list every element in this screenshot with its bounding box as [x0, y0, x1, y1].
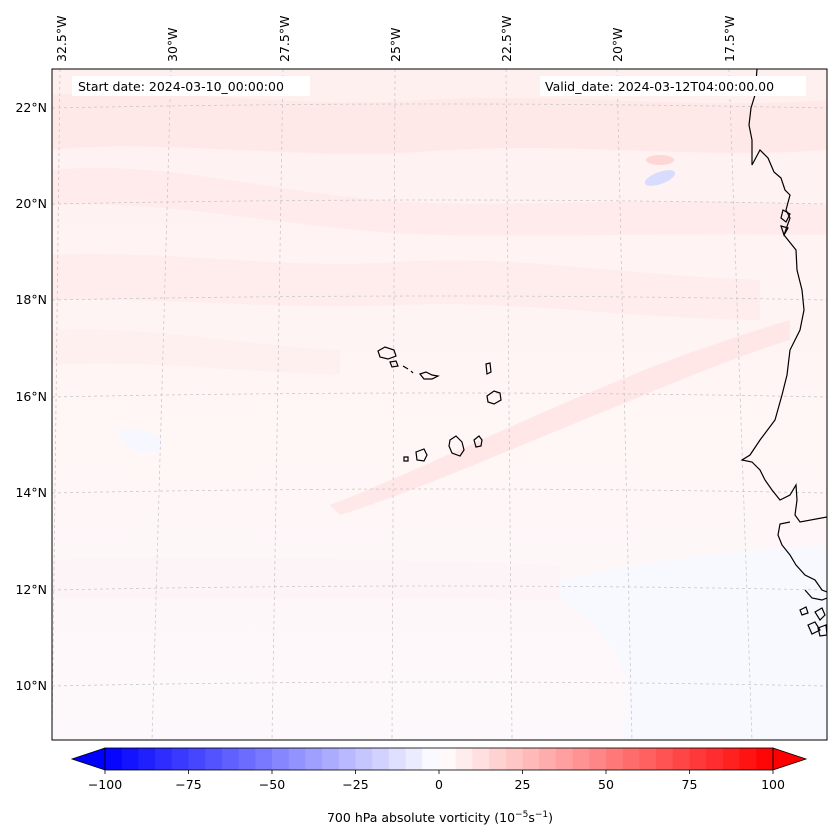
colorbar-cell — [622, 748, 640, 770]
lat-label: 14°N — [15, 485, 47, 500]
lon-label: 17.5°W — [722, 16, 737, 62]
colorbar-cell — [589, 748, 607, 770]
colorbar-cell — [205, 748, 223, 770]
colorbar-cell — [255, 748, 273, 770]
colorbar-cell — [656, 748, 674, 770]
colorbar-max-extend — [772, 747, 808, 771]
colorbar-cell — [672, 748, 691, 770]
lat-label: 18°N — [15, 292, 47, 307]
colorbar: −100 −75 −50 −25 0 25 50 75 100 700 hPa absolute… — [70, 747, 808, 825]
colorbar-cell — [305, 748, 323, 770]
colorbar-cell — [489, 748, 507, 770]
colorbar-cell — [689, 748, 707, 770]
colorbar-tick-label: −50 — [259, 777, 285, 792]
colorbar-cell — [572, 748, 590, 770]
valid-date-box — [540, 76, 806, 96]
colorbar-cell — [756, 748, 774, 770]
colorbar-cell — [472, 748, 490, 770]
colorbar-cell — [706, 748, 724, 770]
map-frame — [51, 68, 828, 741]
colorbar-cell — [272, 748, 290, 770]
colorbar-cell — [238, 748, 256, 770]
colorbar-cell — [739, 748, 757, 770]
colorbar-cell — [405, 748, 423, 770]
colorbar-cell — [422, 748, 440, 770]
colorbar-cell — [121, 748, 139, 770]
colorbar-cell — [522, 748, 540, 770]
colorbar-cell — [388, 748, 407, 770]
graticule — [51, 68, 828, 741]
colorbar-cell — [288, 748, 306, 770]
colorbar-cell — [188, 748, 206, 770]
lon-label: 25°W — [388, 27, 403, 62]
colorbar-tick-label: 50 — [598, 777, 614, 792]
colorbar-min-extend — [70, 747, 106, 771]
colorbar-cell — [722, 748, 741, 770]
lat-label: 10°N — [15, 678, 47, 693]
colorbar-cell — [555, 748, 574, 770]
colorbar-cell — [539, 748, 557, 770]
colorbar-tick-label: 25 — [515, 777, 531, 792]
start-date-label: Start date: 2024-03-10_00:00:00 — [78, 79, 284, 94]
colorbar-tick-label: −100 — [88, 777, 122, 792]
colorbar-cell — [105, 748, 123, 770]
coastlines — [377, 69, 827, 637]
colorbar-cell — [439, 748, 457, 770]
colorbar-cell — [221, 748, 240, 770]
colorbar-tick-label: 75 — [682, 777, 698, 792]
colorbar-cell — [372, 748, 390, 770]
colorbar-cell — [639, 748, 657, 770]
lon-label: 22.5°W — [499, 16, 514, 62]
colorbar-cell — [355, 748, 373, 770]
colorbar-tick-label: 0 — [435, 777, 443, 792]
vorticity-field — [52, 69, 827, 740]
lat-label: 16°N — [15, 389, 47, 404]
valid-date-label: Valid_date: 2024-03-12T04:00:00.00 — [545, 79, 774, 94]
lon-label: 30°W — [165, 27, 180, 62]
latitude-labels: 22°N 20°N 18°N 16°N 14°N 12°N 10°N — [15, 100, 47, 693]
colorbar-cell — [606, 748, 624, 770]
colorbar-cell — [505, 748, 524, 770]
colorbar-cell — [322, 748, 340, 770]
longitude-labels: 32.5°W 30°W 27.5°W 25°W 22.5°W 20°W 17.5… — [54, 16, 737, 62]
colorbar-tick-label: 100 — [761, 777, 785, 792]
colorbar-tick-label: −25 — [342, 777, 368, 792]
lon-label: 20°W — [610, 27, 625, 62]
start-date-box — [72, 76, 310, 96]
lat-label: 22°N — [15, 100, 47, 115]
lon-label: 32.5°W — [54, 16, 69, 62]
colorbar-label: 700 hPa absolute vorticity (10−5s−1) — [327, 810, 553, 825]
colorbar-cell — [338, 748, 357, 770]
colorbar-tick-label: −75 — [175, 777, 201, 792]
lat-label: 12°N — [15, 582, 47, 597]
colorbar-cell — [138, 748, 156, 770]
lon-label: 27.5°W — [277, 16, 292, 62]
colorbar-cell — [155, 748, 173, 770]
lat-label: 20°N — [15, 196, 47, 211]
colorbar-cell — [455, 748, 473, 770]
colorbar-cell — [171, 748, 190, 770]
